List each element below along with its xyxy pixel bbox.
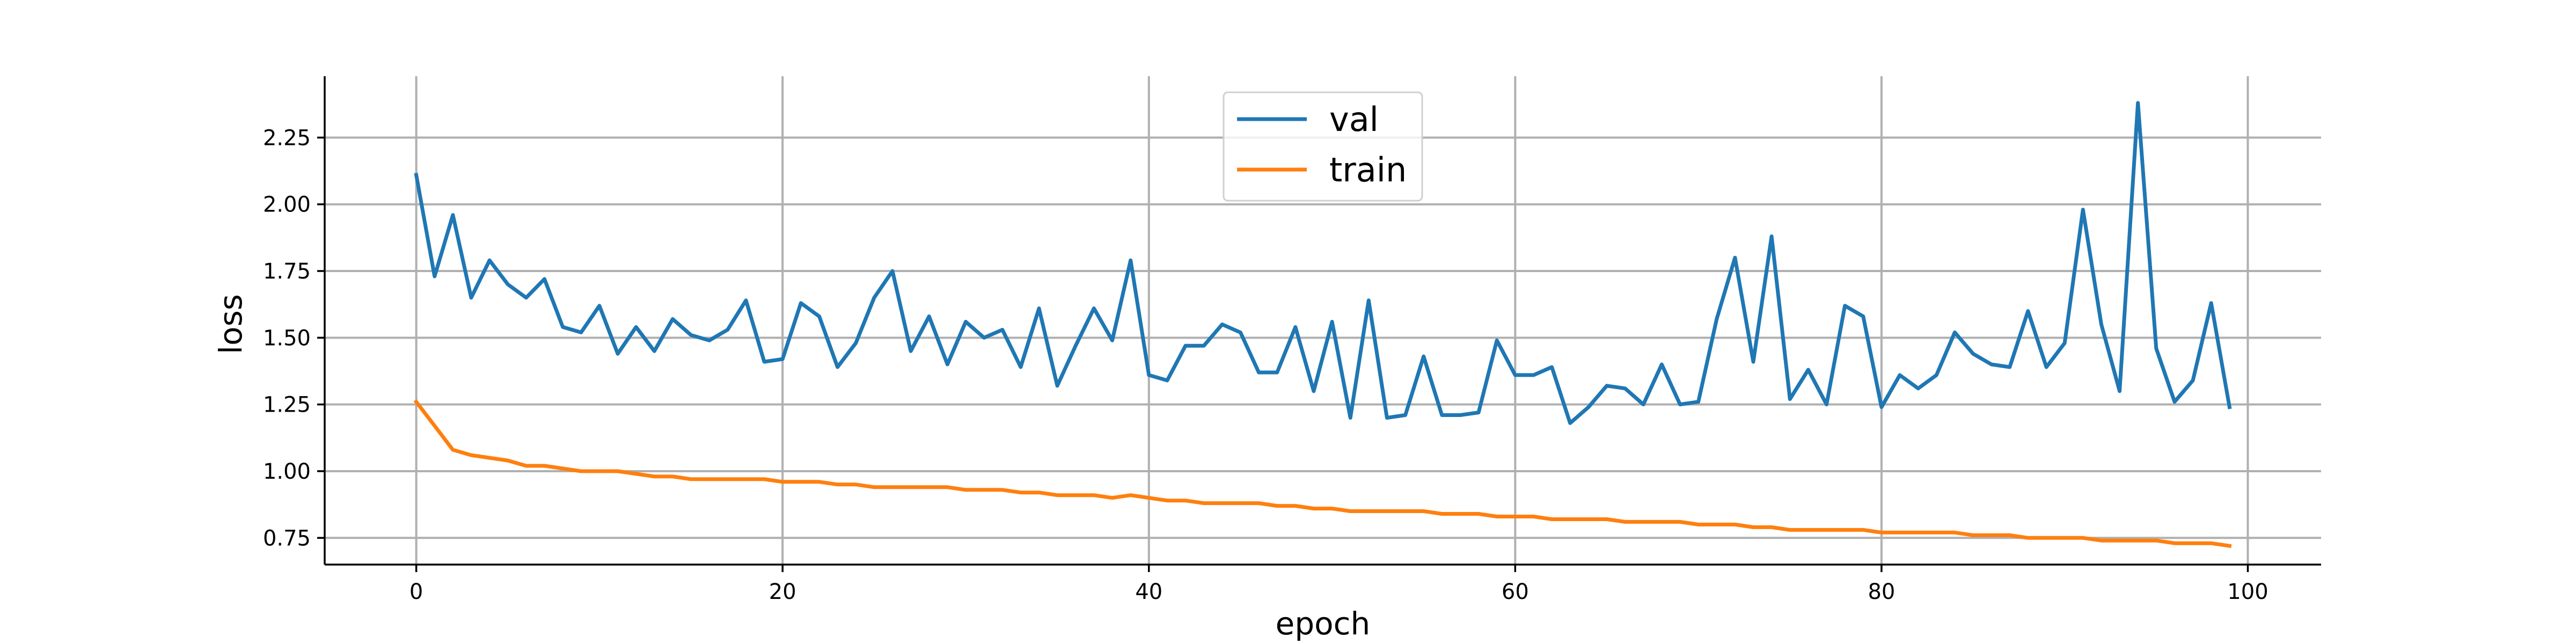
series-line-val — [414, 101, 2232, 425]
x-tick-label: 40 — [1135, 580, 1162, 604]
y-tick-label: 2.00 — [263, 193, 311, 217]
y-tick-label: 2.25 — [263, 126, 311, 150]
ticks: 0 20 40 60 80 100 0.75 1.00 1.25 1.50 1.75 2.00 2.25 — [263, 126, 2268, 604]
series-lines — [413, 101, 2232, 548]
legend: val train — [1223, 91, 1423, 202]
x-tick-label: 20 — [769, 580, 796, 604]
x-tick-label: 0 — [409, 580, 423, 604]
legend-label-train: train — [1329, 150, 1407, 189]
y-tick-label: 1.00 — [263, 459, 311, 484]
axes — [324, 76, 2321, 566]
legend-label-val: val — [1329, 100, 1379, 139]
x-tick-label: 80 — [1868, 580, 1895, 604]
y-tick-label: 1.25 — [263, 393, 311, 418]
y-axis-title: loss — [213, 294, 249, 354]
y-tick-label: 0.75 — [263, 526, 311, 551]
series-line-train — [413, 399, 2232, 548]
y-tick-label: 1.75 — [263, 259, 311, 284]
y-tick-label: 1.50 — [263, 326, 311, 350]
x-axis-title: epoch — [1276, 605, 1371, 642]
x-tick-label: 60 — [1502, 580, 1529, 604]
x-tick-label: 100 — [2227, 580, 2268, 604]
